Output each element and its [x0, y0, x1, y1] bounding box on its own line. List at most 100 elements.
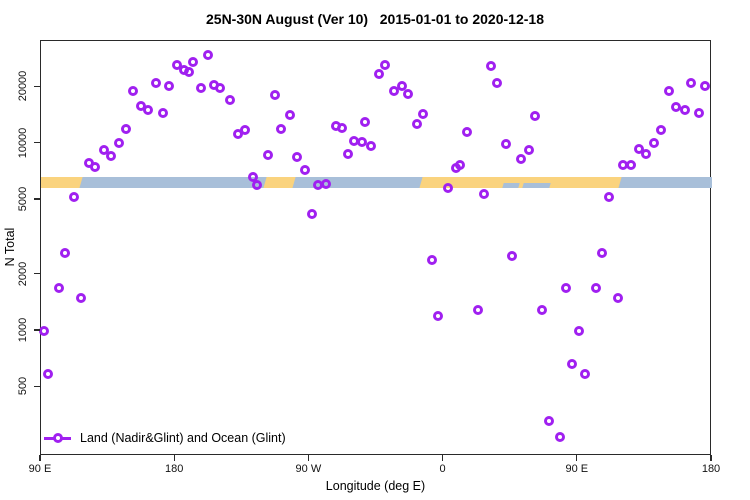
- legend-circle-icon: [52, 433, 63, 443]
- data-point: [374, 68, 385, 79]
- legend-label: Land (Nadir&Glint) and Ocean (Glint): [80, 431, 286, 445]
- band-segment-ocean: [79, 176, 273, 188]
- x-tick-label: 180: [701, 463, 721, 475]
- data-point: [164, 81, 175, 91]
- data-point: [580, 368, 591, 379]
- x-tick-label: 90 E: [565, 463, 589, 475]
- data-point: [486, 60, 497, 71]
- data-point: [183, 66, 194, 77]
- data-point: [76, 292, 87, 303]
- data-point: [554, 432, 565, 443]
- data-point: [270, 90, 281, 101]
- x-axis-title: Longitude (deg E): [325, 479, 426, 493]
- x-tick: [710, 455, 712, 461]
- data-point: [225, 95, 236, 106]
- data-point: [699, 81, 710, 91]
- data-point: [641, 149, 652, 159]
- data-point: [455, 159, 465, 170]
- data-point: [613, 292, 624, 303]
- data-point: [89, 162, 100, 173]
- data-point: [171, 59, 182, 70]
- data-point: [663, 85, 674, 96]
- data-point: [693, 107, 704, 118]
- data-point: [128, 85, 139, 96]
- x-tick-label: 180: [165, 463, 184, 475]
- x-tick-label: 90 E: [28, 463, 52, 475]
- data-point: [426, 254, 437, 265]
- data-point: [343, 149, 354, 159]
- data-point: [143, 105, 154, 116]
- data-point: [188, 56, 199, 67]
- band-segment-ocean: [502, 182, 521, 188]
- data-point: [120, 124, 131, 135]
- data-point: [596, 248, 607, 259]
- y-tick-label: 2000: [17, 261, 29, 286]
- data-point: [195, 82, 206, 93]
- y-tick-label: 5000: [17, 186, 29, 212]
- data-point: [292, 151, 303, 162]
- data-point: [560, 282, 571, 293]
- x-tick-label: 90 W: [295, 463, 322, 475]
- data-point: [43, 368, 54, 379]
- chart-title: 25N-30N August (Ver 10) 2015-01-01 to 20…: [206, 11, 544, 27]
- data-point: [380, 60, 391, 71]
- y-tick: [34, 329, 40, 331]
- plot-canvas: Land (Nadir&Glint) and Ocean (Glint): [38, 41, 712, 454]
- data-point: [411, 118, 422, 129]
- data-point: [574, 325, 585, 336]
- data-point: [365, 141, 376, 152]
- data-point: [523, 144, 534, 155]
- data-point: [590, 282, 601, 293]
- data-point: [252, 180, 263, 191]
- data-point: [671, 101, 682, 112]
- data-point: [478, 188, 489, 199]
- data-point: [240, 125, 251, 136]
- y-tick-label: 20000: [17, 70, 29, 102]
- data-point: [337, 123, 348, 134]
- data-point: [680, 104, 691, 115]
- data-point: [648, 137, 659, 148]
- x-tick-label: 0: [439, 463, 446, 475]
- y-tick: [34, 85, 40, 87]
- data-point: [299, 165, 310, 176]
- x-tick: [307, 455, 310, 461]
- x-tick: [39, 455, 41, 461]
- plot-area: Land (Nadir&Glint) and Ocean (Glint): [38, 40, 712, 455]
- data-point: [359, 117, 370, 128]
- data-point: [529, 111, 540, 122]
- data-point: [53, 282, 64, 293]
- x-tick: [441, 455, 444, 461]
- data-point: [537, 304, 547, 315]
- y-tick-label: 500: [17, 377, 29, 396]
- data-point: [626, 159, 637, 170]
- data-point: [59, 248, 70, 259]
- band-segment-ocean: [617, 176, 712, 188]
- y-tick-label: 10000: [17, 127, 29, 158]
- data-point: [604, 191, 615, 202]
- data-point: [320, 178, 331, 189]
- y-tick-label: 1000: [17, 317, 29, 343]
- data-point: [501, 139, 512, 150]
- legend-marker: [44, 431, 71, 445]
- data-point: [516, 153, 527, 164]
- band-segment-ocean: [521, 182, 551, 188]
- data-point: [150, 77, 161, 88]
- data-point: [203, 50, 213, 61]
- data-point: [432, 311, 443, 322]
- data-point: [158, 107, 169, 118]
- data-point: [443, 182, 454, 193]
- data-point: [656, 125, 667, 136]
- y-axis-title: N Total: [3, 227, 17, 267]
- data-point: [113, 137, 124, 148]
- y-tick: [34, 385, 40, 388]
- data-point: [98, 144, 109, 155]
- data-point: [402, 89, 413, 100]
- data-point: [686, 77, 697, 88]
- legend: Land (Nadir&Glint) and Ocean (Glint): [44, 431, 286, 445]
- data-point: [417, 108, 428, 119]
- data-point: [356, 137, 367, 147]
- y-tick: [34, 272, 40, 275]
- x-tick: [576, 455, 578, 461]
- data-point: [617, 159, 628, 170]
